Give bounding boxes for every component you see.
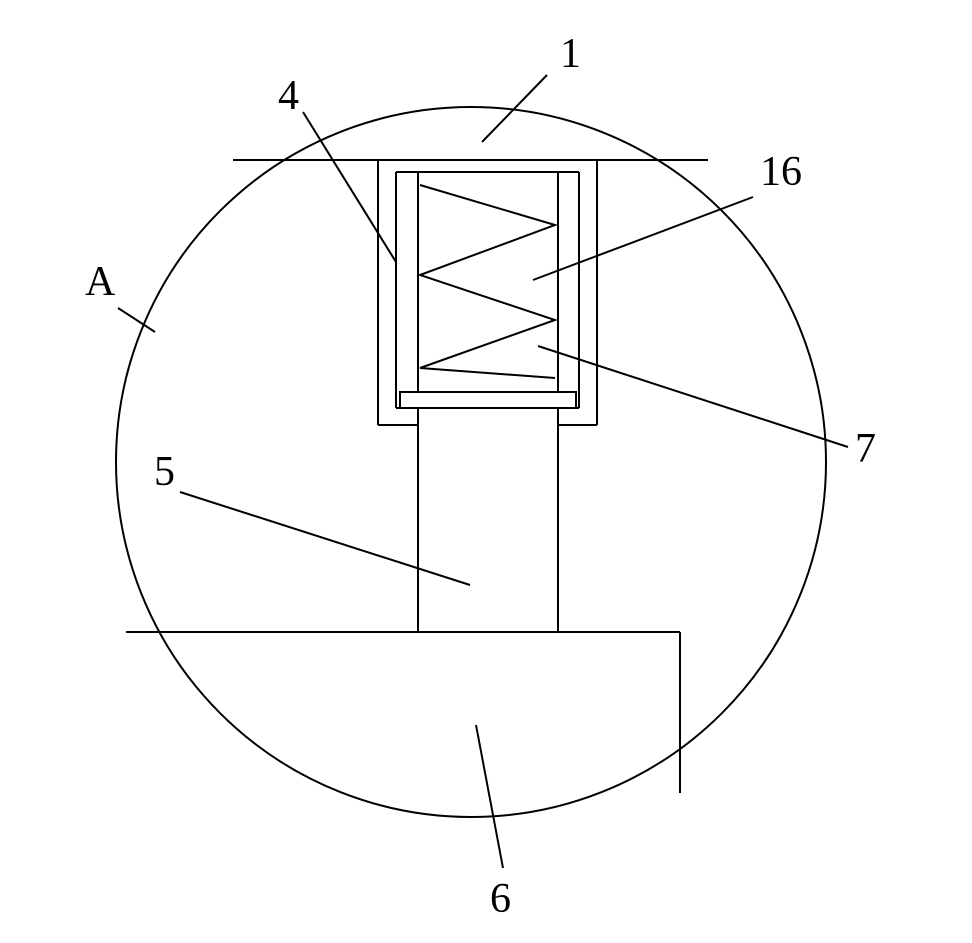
label-A: A bbox=[85, 258, 115, 306]
label-7: 7 bbox=[855, 425, 876, 473]
diagram-container: A 1 4 16 7 5 6 bbox=[0, 0, 972, 943]
detail-circle bbox=[116, 107, 826, 817]
leader-5 bbox=[180, 492, 470, 585]
diagram-svg bbox=[0, 0, 972, 943]
leader-16 bbox=[533, 197, 753, 280]
label-5: 5 bbox=[154, 448, 175, 496]
leader-7 bbox=[538, 346, 848, 447]
leader-6 bbox=[476, 725, 503, 868]
leader-4 bbox=[303, 112, 396, 262]
label-6: 6 bbox=[490, 875, 511, 923]
label-1: 1 bbox=[560, 30, 581, 78]
label-16: 16 bbox=[760, 148, 802, 196]
piston-plate bbox=[400, 392, 576, 408]
spring-coil bbox=[420, 185, 555, 378]
label-4: 4 bbox=[278, 72, 299, 120]
